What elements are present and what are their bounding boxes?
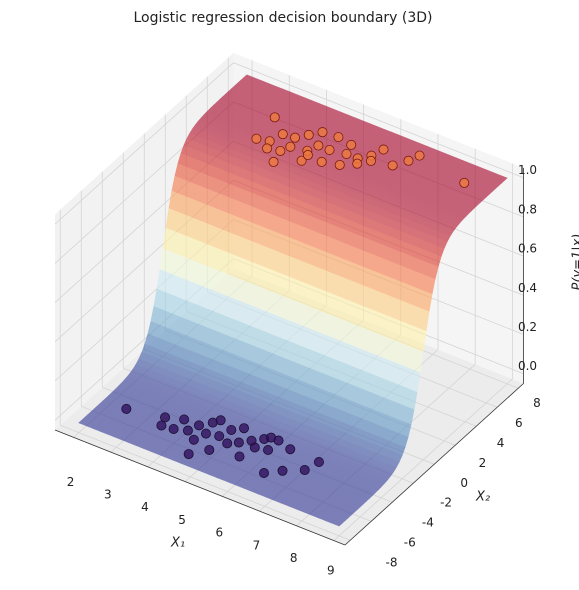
x-tick-label: 4 bbox=[141, 500, 149, 514]
x-axis-label: X₁ bbox=[170, 536, 185, 551]
data-point bbox=[239, 423, 250, 434]
y-tick-label: -6 bbox=[404, 536, 416, 550]
data-point bbox=[249, 442, 260, 453]
data-point bbox=[378, 144, 389, 155]
x-tick-label: 2 bbox=[67, 475, 75, 489]
x-tick-label: 5 bbox=[178, 513, 186, 527]
data-point bbox=[303, 129, 314, 140]
data-point bbox=[459, 177, 470, 188]
data-point bbox=[268, 156, 279, 167]
grid-line bbox=[60, 424, 351, 541]
data-point bbox=[313, 457, 324, 468]
z-tick-label: 0.2 bbox=[518, 320, 537, 334]
z-tick-label: 0.4 bbox=[518, 281, 537, 295]
data-point bbox=[226, 425, 237, 436]
data-point bbox=[316, 156, 327, 167]
y-tick-label: -2 bbox=[440, 496, 452, 510]
data-point bbox=[168, 423, 179, 434]
data-point bbox=[179, 414, 190, 425]
data-point bbox=[182, 425, 193, 436]
data-point bbox=[160, 412, 171, 423]
data-point bbox=[333, 132, 344, 143]
data-point bbox=[414, 150, 425, 161]
data-point bbox=[262, 143, 273, 154]
x-tick-label: 3 bbox=[104, 488, 112, 502]
data-point bbox=[334, 159, 345, 170]
axis-line bbox=[54, 429, 346, 546]
data-point bbox=[324, 144, 335, 155]
data-point bbox=[285, 141, 296, 152]
data-point bbox=[352, 158, 363, 169]
surface bbox=[78, 74, 508, 527]
y-axis-label: X₂ bbox=[475, 490, 490, 505]
y-tick-label: 2 bbox=[479, 456, 487, 470]
data-point bbox=[346, 139, 357, 150]
data-point bbox=[341, 148, 352, 159]
data-point bbox=[403, 155, 414, 166]
z-tick-label: 0.6 bbox=[518, 242, 537, 256]
y-tick-label: 4 bbox=[497, 436, 505, 450]
data-point bbox=[258, 468, 269, 479]
data-point bbox=[234, 451, 245, 462]
x-tick-label: 9 bbox=[327, 564, 335, 578]
y-tick-label: -4 bbox=[422, 516, 434, 530]
data-point bbox=[156, 420, 167, 431]
points bbox=[121, 112, 470, 479]
data-point bbox=[204, 444, 215, 455]
x-tick-label: 7 bbox=[253, 538, 261, 552]
data-point bbox=[275, 145, 286, 156]
data-point bbox=[302, 150, 313, 161]
data-point bbox=[233, 437, 244, 448]
data-point bbox=[313, 140, 324, 151]
data-point bbox=[290, 132, 301, 143]
data-point bbox=[365, 155, 376, 166]
z-tick-label: 0.8 bbox=[518, 202, 537, 216]
y-tick-label: 0 bbox=[460, 476, 468, 490]
x-tick-label: 6 bbox=[215, 526, 223, 540]
data-point bbox=[194, 420, 205, 431]
grid-line bbox=[233, 62, 524, 179]
data-point bbox=[277, 465, 288, 476]
data-point bbox=[317, 127, 328, 138]
axis-line bbox=[344, 383, 524, 546]
data-point bbox=[387, 160, 398, 171]
chart-title: Logistic regression decision boundary (3… bbox=[133, 10, 432, 26]
data-point bbox=[121, 403, 132, 414]
data-point bbox=[251, 133, 262, 144]
data-point bbox=[188, 434, 199, 445]
data-point bbox=[214, 431, 225, 442]
z-tick-label: 0.0 bbox=[518, 359, 537, 373]
data-point bbox=[277, 129, 288, 140]
data-point bbox=[296, 155, 307, 166]
data-point bbox=[215, 415, 226, 426]
data-point bbox=[263, 445, 274, 456]
grid-line bbox=[54, 62, 234, 225]
data-point bbox=[222, 438, 233, 449]
data-point bbox=[299, 465, 310, 476]
z-axis-label: P(y=1|x) bbox=[571, 234, 579, 291]
x-tick-label: 8 bbox=[290, 551, 298, 565]
data-point bbox=[200, 428, 211, 439]
surface-patch bbox=[331, 520, 343, 527]
z-tick-label: 1.0 bbox=[518, 163, 537, 177]
data-point bbox=[273, 435, 284, 446]
y-tick-label: 8 bbox=[533, 396, 541, 410]
data-point bbox=[183, 449, 194, 460]
y-tick-label: 6 bbox=[515, 416, 523, 430]
y-tick-label: -8 bbox=[386, 556, 398, 570]
data-point bbox=[269, 112, 280, 123]
data-point bbox=[285, 444, 296, 455]
